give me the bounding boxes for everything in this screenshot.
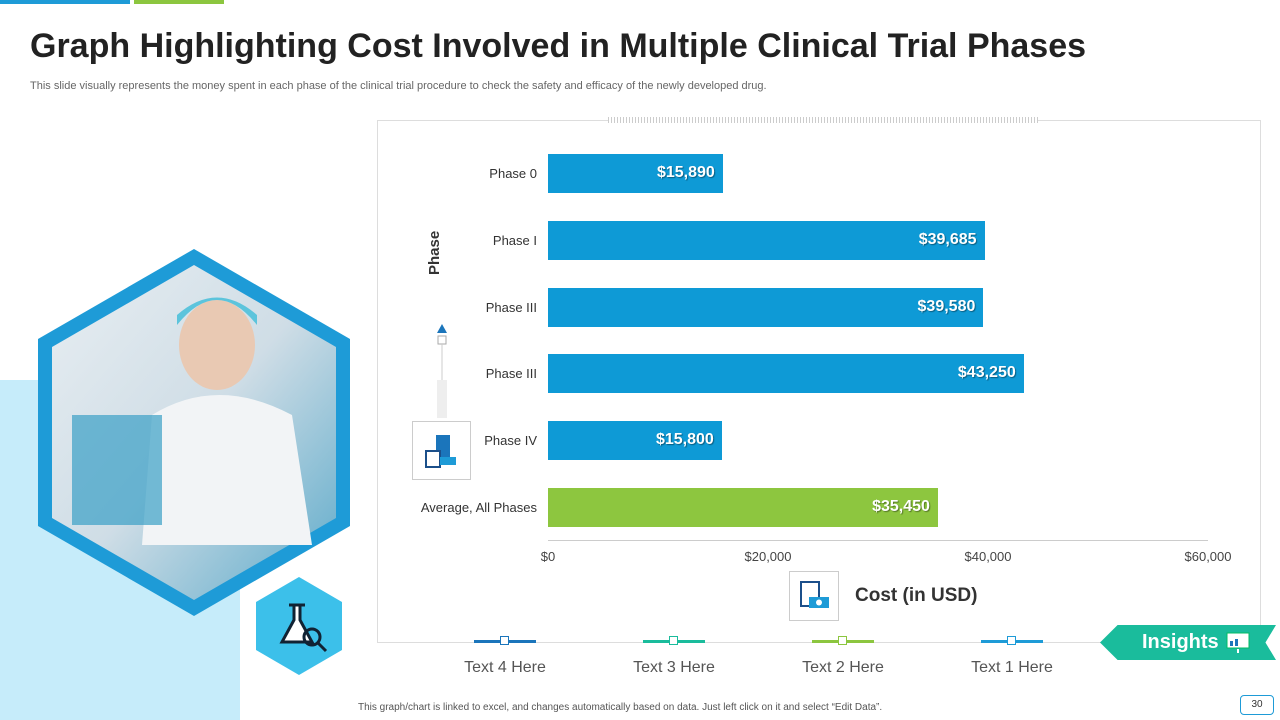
category-label: Phase I: [492, 232, 537, 248]
x-tick-label: $20,000: [744, 549, 792, 564]
page-title: Graph Highlighting Cost Involved in Mult…: [30, 27, 1087, 65]
insights-label: Insights: [1142, 631, 1219, 653]
bar-value-label: $15,890: [656, 164, 715, 181]
bar-value-label: $39,580: [917, 297, 976, 315]
bar: $15,890: [548, 154, 723, 193]
bar: $15,800: [548, 421, 722, 461]
legend-label: Text 1 Here: [971, 659, 1053, 676]
legend-label: Text 4 Here: [464, 659, 546, 676]
y-axis-label: Phase: [426, 230, 443, 275]
category-label: Phase III: [485, 299, 537, 315]
legend-label: Text 2 Here: [802, 659, 884, 676]
x-tick-label: $60,000: [1184, 549, 1232, 564]
bar: $39,580: [548, 287, 984, 327]
legend-item: Text 2 Here: [783, 636, 903, 677]
legend-item: Text 1 Here: [952, 636, 1072, 677]
bar-value-label: $43,250: [957, 364, 1016, 382]
bar-value-label: $35,450: [872, 498, 930, 515]
insights-button[interactable]: Insights: [1100, 625, 1276, 660]
axis-arrow-icon: [437, 324, 447, 418]
measurement-hand-icon: [412, 421, 471, 480]
category-label: Phase 0: [489, 166, 537, 181]
decorative-dotted-line: [608, 117, 1038, 123]
category-label: Average, All Phases: [420, 500, 537, 515]
bar: $35,450: [548, 488, 938, 527]
bar-value-label: $15,800: [655, 431, 714, 449]
x-tick-label: $40,000: [964, 549, 1012, 564]
accent-bar-green: [134, 0, 224, 4]
page-number: 30: [1240, 695, 1274, 715]
scientist-photo: [38, 249, 350, 616]
legend-item: Text 4 Here: [445, 636, 565, 677]
presentation-chart-icon: [1226, 632, 1250, 653]
bar-value-label: $39,685: [918, 230, 977, 248]
flask-search-icon: [256, 577, 342, 675]
footer-note: This graph/chart is linked to excel, and…: [358, 702, 883, 713]
page-subtitle: This slide visually represents the money…: [30, 80, 767, 92]
bar: $43,250: [548, 354, 1024, 394]
category-label: Phase III: [485, 366, 537, 382]
money-document-icon: [789, 571, 839, 621]
x-axis-label: Cost (in USD): [855, 585, 978, 606]
x-tick-label: $0: [540, 549, 556, 564]
x-axis: [548, 540, 1208, 541]
accent-bar-blue: [0, 0, 130, 4]
legend-item: Text 3 Here: [614, 636, 734, 677]
bar: $39,685: [548, 220, 985, 260]
legend-label: Text 3 Here: [633, 659, 715, 676]
category-label: Phase IV: [484, 433, 537, 449]
